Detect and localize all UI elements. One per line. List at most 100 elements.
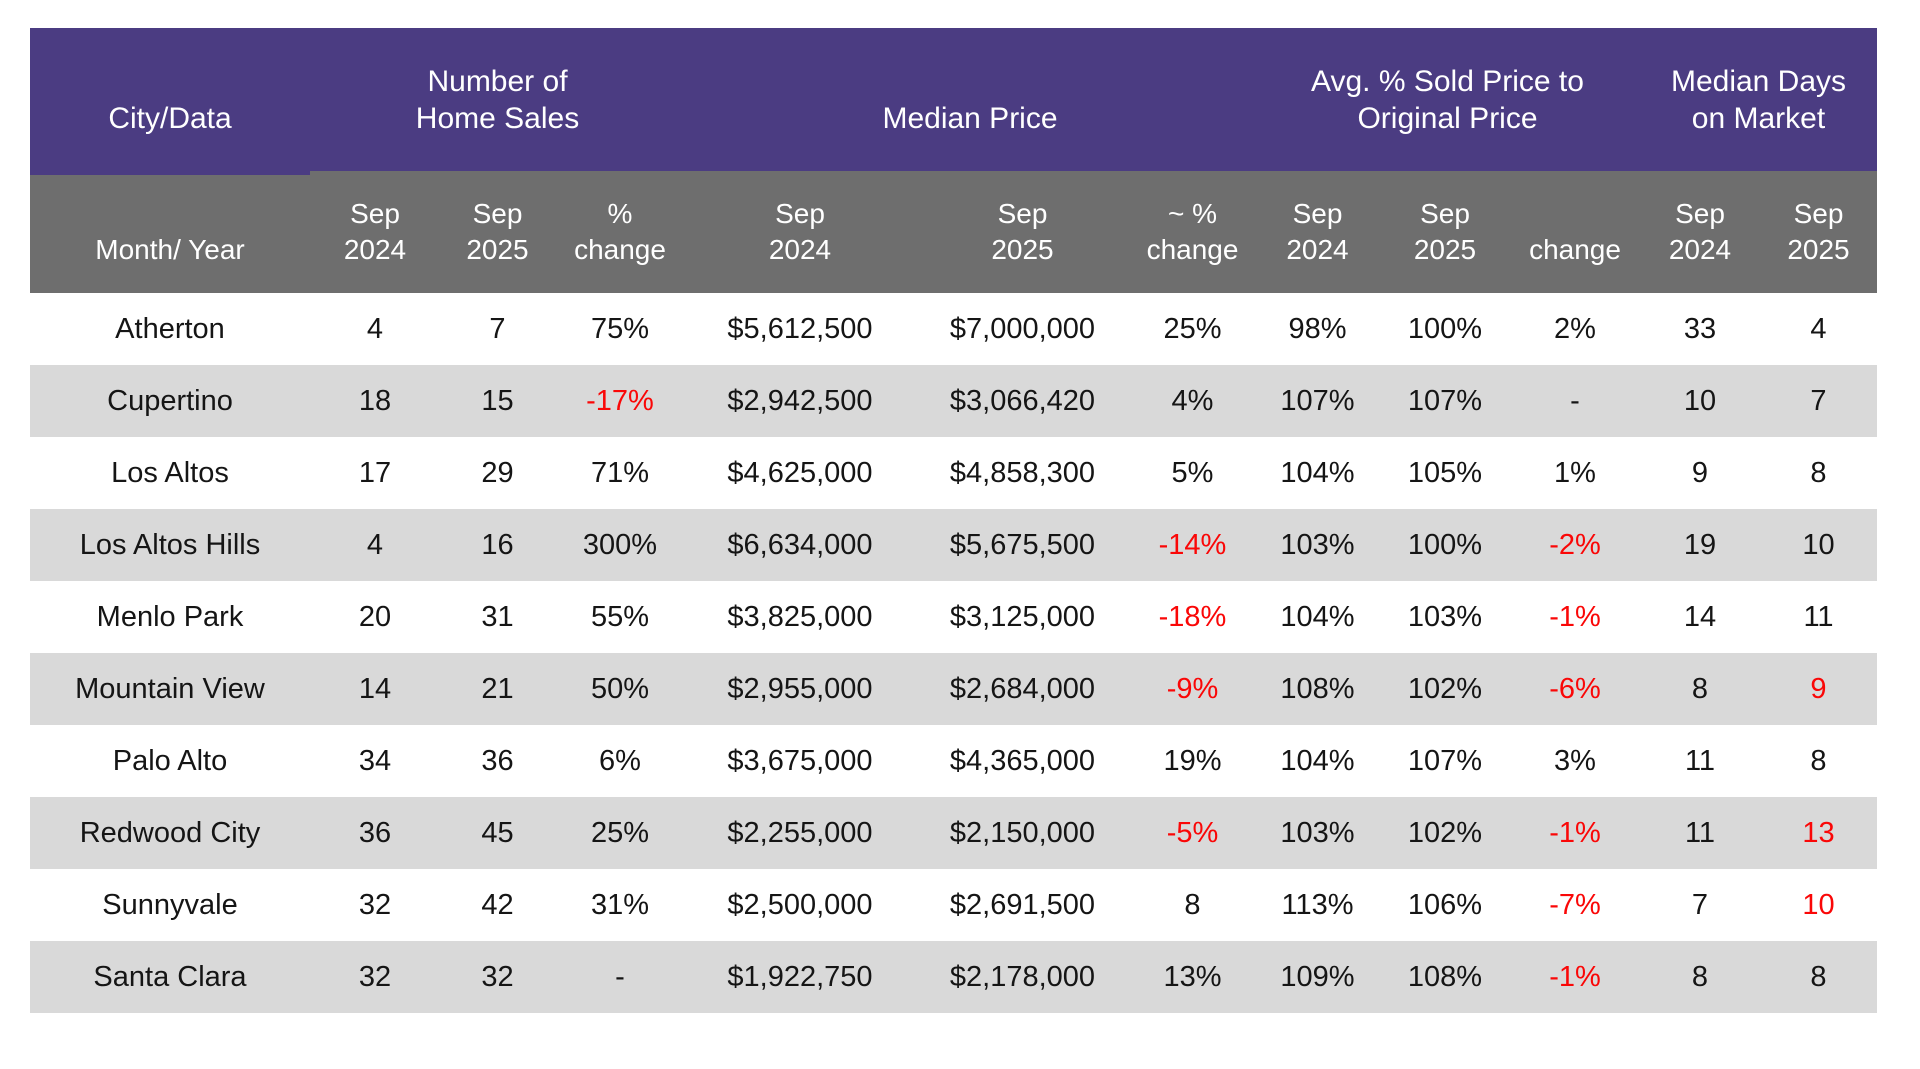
value-cell: -5% bbox=[1130, 797, 1255, 869]
header-line: Sep bbox=[350, 198, 400, 229]
header-line: City/Data bbox=[108, 101, 232, 135]
value-cell: 20 bbox=[310, 581, 440, 653]
value-cell: $2,500,000 bbox=[685, 869, 915, 941]
value-cell: 8 bbox=[1640, 653, 1760, 725]
header-line: 2025 bbox=[991, 234, 1054, 265]
value-cell: 18 bbox=[310, 365, 440, 437]
value-cell: 34 bbox=[310, 725, 440, 797]
value-cell: 32 bbox=[310, 941, 440, 1013]
value-cell: 104% bbox=[1255, 725, 1380, 797]
header-line: 2024 bbox=[768, 234, 832, 265]
header-line: Sep bbox=[775, 198, 825, 229]
value-cell: 104% bbox=[1255, 437, 1380, 509]
value-cell: 10 bbox=[1640, 365, 1760, 437]
header-group-city-data: City/Data bbox=[30, 28, 310, 171]
value-cell: 50% bbox=[555, 653, 685, 725]
header-line: Original Price bbox=[1357, 101, 1538, 135]
value-cell: -7% bbox=[1510, 869, 1640, 941]
value-cell: 8 bbox=[1760, 437, 1877, 509]
header-line: Sep bbox=[1292, 198, 1343, 229]
header-group-number-of-home-sales: Number of Home Sales bbox=[310, 28, 685, 171]
value-cell: 21 bbox=[440, 653, 555, 725]
city-cell: Mountain View bbox=[30, 653, 310, 725]
value-cell: -1% bbox=[1510, 941, 1640, 1013]
value-cell: 11 bbox=[1760, 581, 1877, 653]
value-cell: 4 bbox=[310, 293, 440, 365]
value-cell: 3% bbox=[1510, 725, 1640, 797]
city-cell: Los Altos Hills bbox=[30, 509, 310, 581]
header-group-median-price: Median Price bbox=[685, 28, 1255, 171]
value-cell: 7 bbox=[440, 293, 555, 365]
subheader-sales-sep-2025: Sep 2025 bbox=[440, 171, 555, 293]
value-cell: $2,150,000 bbox=[915, 797, 1130, 869]
city-cell: Los Altos bbox=[30, 437, 310, 509]
value-cell: 55% bbox=[555, 581, 685, 653]
value-cell: 10 bbox=[1760, 509, 1877, 581]
subheader-sales-sep-2024: Sep 2024 bbox=[310, 171, 440, 293]
value-cell: 19 bbox=[1640, 509, 1760, 581]
header-line: on Market bbox=[1691, 101, 1826, 135]
value-cell: $3,125,000 bbox=[915, 581, 1130, 653]
header-line: Median Price bbox=[882, 101, 1058, 135]
subheader-price-pct-change: ~ % change bbox=[1130, 171, 1255, 293]
header-line: 2024 bbox=[1668, 234, 1732, 265]
header-group-median-days-on-market: Median Days on Market bbox=[1640, 28, 1877, 171]
value-cell: -14% bbox=[1130, 509, 1255, 581]
city-cell: Sunnyvale bbox=[30, 869, 310, 941]
value-cell: $2,691,500 bbox=[915, 869, 1130, 941]
value-cell: $1,922,750 bbox=[685, 941, 915, 1013]
value-cell: $2,955,000 bbox=[685, 653, 915, 725]
value-cell: 25% bbox=[1130, 293, 1255, 365]
value-cell: $7,000,000 bbox=[915, 293, 1130, 365]
value-cell: $4,365,000 bbox=[915, 725, 1130, 797]
value-cell: 109% bbox=[1255, 941, 1380, 1013]
value-cell: -9% bbox=[1130, 653, 1255, 725]
value-cell: -17% bbox=[555, 365, 685, 437]
value-cell: $5,675,500 bbox=[915, 509, 1130, 581]
value-cell: 17 bbox=[310, 437, 440, 509]
value-cell: 106% bbox=[1380, 869, 1510, 941]
subheader-ratio-sep-2024: Sep 2024 bbox=[1255, 171, 1380, 293]
header-line: Median Days bbox=[1670, 64, 1847, 98]
value-cell: 45 bbox=[440, 797, 555, 869]
value-cell: 29 bbox=[440, 437, 555, 509]
value-cell: 103% bbox=[1255, 797, 1380, 869]
value-cell: -1% bbox=[1510, 581, 1640, 653]
header-line: change bbox=[574, 234, 666, 265]
value-cell: 31 bbox=[440, 581, 555, 653]
subheader-sales-pct-change: % change bbox=[555, 171, 685, 293]
header-line: Sep bbox=[1793, 198, 1844, 229]
value-cell: $6,634,000 bbox=[685, 509, 915, 581]
value-cell: 300% bbox=[555, 509, 685, 581]
value-cell: 32 bbox=[440, 941, 555, 1013]
header-line: 2024 bbox=[1286, 234, 1349, 265]
value-cell: 32 bbox=[310, 869, 440, 941]
value-cell: 10 bbox=[1760, 869, 1877, 941]
value-cell: 7 bbox=[1640, 869, 1760, 941]
value-cell: $3,825,000 bbox=[685, 581, 915, 653]
value-cell: 11 bbox=[1640, 725, 1760, 797]
value-cell: 1% bbox=[1510, 437, 1640, 509]
header-line: Sep bbox=[472, 198, 523, 229]
value-cell: 19% bbox=[1130, 725, 1255, 797]
value-cell: 108% bbox=[1255, 653, 1380, 725]
value-cell: 25% bbox=[555, 797, 685, 869]
value-cell: 102% bbox=[1380, 653, 1510, 725]
value-cell: 9 bbox=[1640, 437, 1760, 509]
value-cell: - bbox=[555, 941, 685, 1013]
value-cell: 42 bbox=[440, 869, 555, 941]
header-line: 2024 bbox=[343, 234, 407, 265]
subheader-days-sep-2024: Sep 2024 bbox=[1640, 171, 1760, 293]
value-cell: 7 bbox=[1760, 365, 1877, 437]
value-cell: 108% bbox=[1380, 941, 1510, 1013]
value-cell: $2,178,000 bbox=[915, 941, 1130, 1013]
value-cell: 36 bbox=[440, 725, 555, 797]
value-cell: 4 bbox=[1760, 293, 1877, 365]
value-cell: 113% bbox=[1255, 869, 1380, 941]
value-cell: 107% bbox=[1380, 725, 1510, 797]
value-cell: $2,942,500 bbox=[685, 365, 915, 437]
value-cell: 16 bbox=[440, 509, 555, 581]
value-cell: 4 bbox=[310, 509, 440, 581]
city-cell: Santa Clara bbox=[30, 941, 310, 1013]
